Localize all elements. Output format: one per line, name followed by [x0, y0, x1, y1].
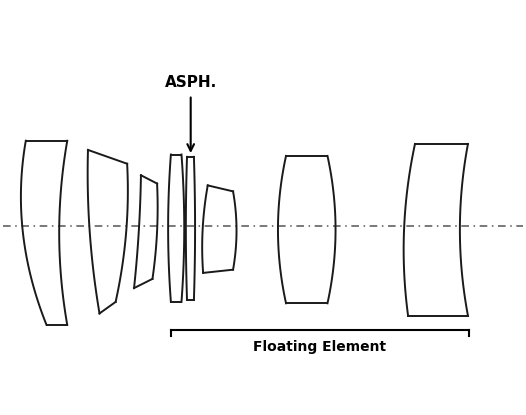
Text: ASPH.: ASPH.	[165, 75, 217, 90]
Text: Floating Element: Floating Element	[254, 340, 387, 354]
